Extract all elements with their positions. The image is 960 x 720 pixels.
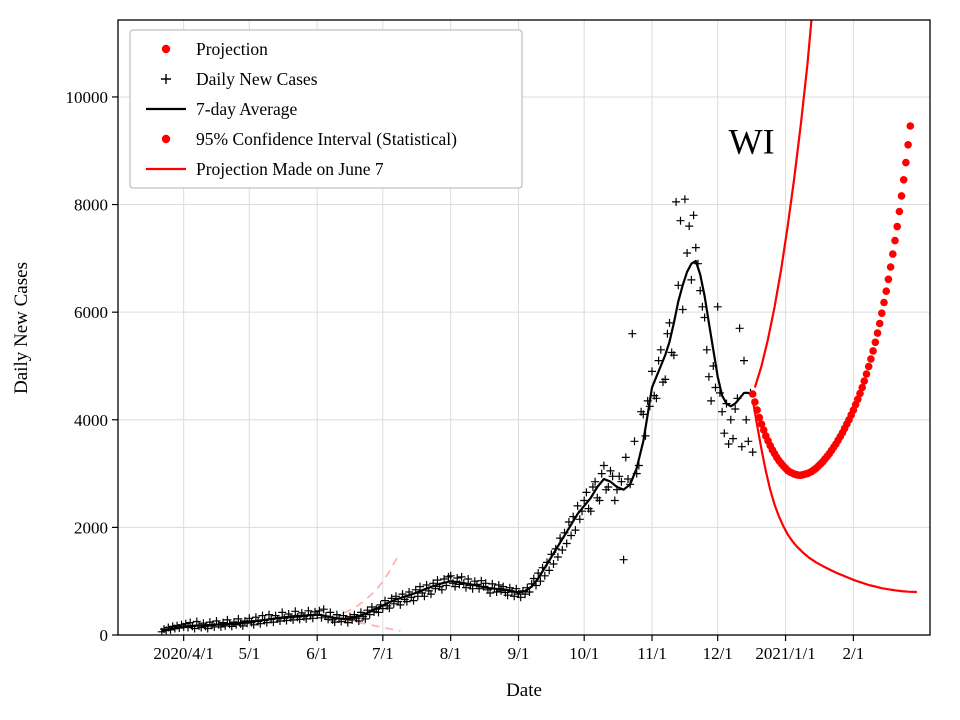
x-tick-label: 11/1 <box>637 644 667 663</box>
average-line <box>161 259 754 632</box>
y-tick-label: 2000 <box>74 518 108 537</box>
x-axis-label: Date <box>506 680 542 701</box>
legend-item-label: 95% Confidence Interval (Statistical) <box>196 129 457 149</box>
confidence-interval-lines <box>330 552 402 632</box>
legend-item-label: Projection <box>196 39 268 59</box>
x-tick-label: 6/1 <box>306 644 328 663</box>
seven-day-average-line <box>161 259 754 632</box>
y-tick-label: 8000 <box>74 196 108 215</box>
legend-item-label: 7-day Average <box>196 99 297 119</box>
legend-dot-marker <box>161 44 171 54</box>
y-tick-label: 4000 <box>74 411 108 430</box>
x-tick-label: 8/1 <box>440 644 462 663</box>
legend: Projection Daily New Cases 7-day Average 95… <box>129 29 523 189</box>
x-tick-label: 10/1 <box>569 644 599 663</box>
daily-new-cases-scatter <box>157 195 757 635</box>
ci-lower-line <box>330 616 401 632</box>
y-axis-label: Daily New Cases <box>11 262 32 394</box>
legend-item: 7-day Average <box>146 99 297 119</box>
x-tick-label: 9/1 <box>508 644 530 663</box>
x-tick-label: 2/1 <box>843 644 865 663</box>
legend-dot-marker <box>161 134 171 144</box>
legend-item: Projection Made on June 7 <box>146 159 384 179</box>
projection-june7-line <box>751 20 917 594</box>
x-tick-label: 2021/1/1 <box>755 644 815 663</box>
y-tick-label: 10000 <box>66 88 109 107</box>
x-tick-label: 12/1 <box>703 644 733 663</box>
daily-cases-plus-markers <box>157 195 757 635</box>
projection-lower-line <box>751 399 917 594</box>
x-tick-label: 5/1 <box>238 644 260 663</box>
x-tick-label: 2020/4/1 <box>153 644 213 663</box>
y-tick-label: 6000 <box>74 303 108 322</box>
legend-item-label: Projection Made on June 7 <box>196 159 384 179</box>
projection-dots <box>748 122 915 480</box>
legend-frame <box>129 29 523 189</box>
projection-upper-line <box>753 20 813 388</box>
x-tick-label: 7/1 <box>372 644 394 663</box>
legend-item: Projection <box>161 39 268 59</box>
ci-upper-line <box>330 552 402 618</box>
state-annotation: WI <box>729 121 775 161</box>
y-tick-label: 0 <box>100 626 109 645</box>
legend-plus-marker <box>161 74 171 84</box>
legend-item: 95% Confidence Interval (Statistical) <box>161 129 457 149</box>
legend-item: Daily New Cases <box>161 69 318 89</box>
axes: 2020/4/1 5/1 6/1 7/1 8/1 9/1 10/1 11/1 12/1 2021/… <box>66 19 931 663</box>
legend-item-label: Daily New Cases <box>196 69 318 89</box>
